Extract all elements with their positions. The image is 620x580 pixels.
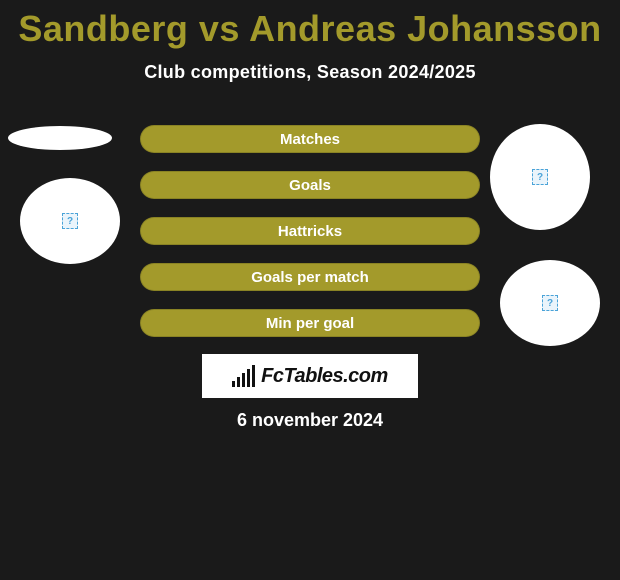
brand-bar: [237, 377, 240, 387]
brand-bar: [232, 381, 235, 387]
page-subtitle: Club competitions, Season 2024/2025: [0, 62, 620, 83]
placeholder-icon: ?: [62, 213, 78, 229]
brand-text: FcTables.com: [261, 365, 388, 388]
brand-bar: [247, 369, 250, 387]
left-player-circle: ?: [20, 178, 120, 264]
date-label: 6 november 2024: [0, 410, 620, 431]
left-ellipse-shape: [8, 126, 112, 150]
stat-bar-hattricks: Hattricks: [140, 217, 480, 245]
placeholder-icon: ?: [532, 169, 548, 185]
placeholder-icon: ?: [542, 295, 558, 311]
stat-bar-matches: Matches: [140, 125, 480, 153]
right-player-circle-bottom: ?: [500, 260, 600, 346]
brand-badge[interactable]: FcTables.com: [202, 354, 418, 398]
right-player-circle-top: ?: [490, 124, 590, 230]
stats-container: Matches Goals Hattricks Goals per match …: [140, 125, 480, 337]
brand-bar: [252, 365, 255, 387]
brand-bars-icon: [232, 365, 255, 387]
stat-bar-min-per-goal: Min per goal: [140, 309, 480, 337]
brand-bar: [242, 373, 245, 387]
stat-bar-goals-per-match: Goals per match: [140, 263, 480, 291]
page-title: Sandberg vs Andreas Johansson: [0, 0, 620, 50]
stat-bar-goals: Goals: [140, 171, 480, 199]
